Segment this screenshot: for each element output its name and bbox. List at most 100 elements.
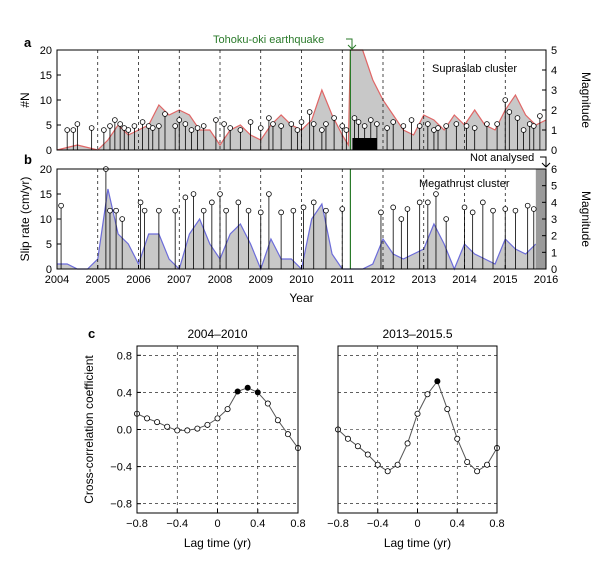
x-tick-label: 2004 [45, 274, 69, 286]
event-marker [227, 125, 233, 131]
event-marker [425, 199, 431, 206]
y2-tick-label: 4 [551, 65, 557, 77]
event-marker [461, 204, 468, 211]
event-marker [390, 119, 396, 125]
xcorr-point [444, 406, 451, 413]
x-tick-label: 0 [414, 518, 420, 530]
event-marker [530, 123, 537, 129]
event-marker [247, 119, 254, 125]
event-marker [141, 207, 148, 214]
xcorr-point [144, 415, 151, 422]
xcorr-point [454, 435, 461, 442]
y-tick-label: 15 [40, 70, 52, 82]
y2-tick-label: 3 [551, 214, 557, 226]
event-marker [223, 207, 229, 214]
y-tick-label: 0.4 [117, 387, 132, 399]
event-marker [190, 191, 197, 197]
event-marker [323, 121, 329, 127]
event-marker [433, 191, 439, 197]
xcorr-point [174, 427, 181, 434]
supraslab-panel: 0 5 10 15 20 0 1 2 3 4 5 #N Magnitude [18, 45, 593, 157]
event-marker [107, 123, 113, 129]
event-marker [278, 123, 284, 129]
event-marker [162, 111, 168, 117]
event-marker [484, 121, 490, 127]
not-analysed-region [535, 169, 546, 269]
panel-a-label: a [24, 35, 32, 50]
event-marker [266, 191, 272, 197]
earthquake-annotation: Tohoku-oki earthquake [213, 34, 324, 46]
xcorr-point [394, 461, 401, 468]
event-marker [257, 125, 264, 131]
xcorr-point [354, 443, 361, 450]
x-tick-label: −0.4 [166, 518, 188, 530]
event-marker [300, 204, 307, 211]
xcorr-point [484, 461, 491, 468]
event-marker [88, 125, 95, 131]
event-marker [139, 119, 146, 125]
x-tick-label: 2013 [412, 274, 436, 286]
xcorr-title: 2004–2010 [187, 327, 247, 341]
xcorr-point [344, 435, 351, 442]
y2-tick-label: 6 [551, 164, 557, 176]
event-marker [331, 115, 337, 121]
x-tick-label: 2006 [126, 274, 150, 286]
event-marker [390, 204, 396, 211]
event-marker [520, 127, 527, 133]
event-marker [435, 125, 441, 131]
x-tick-label: 0 [214, 518, 220, 530]
event-marker [70, 127, 77, 133]
event-marker [443, 216, 449, 222]
event-marker [384, 125, 390, 131]
x-tick-label: 2016 [534, 274, 558, 286]
xcorr-point [184, 427, 191, 434]
y-axis-title: Cross-correlation coefficient [82, 355, 96, 504]
y2-tick-label: 5 [551, 181, 557, 193]
xcorr-point [414, 410, 421, 417]
not-analysed-annotation: Not analysed [470, 152, 534, 164]
event-marker [172, 123, 178, 129]
event-marker [506, 109, 513, 115]
x-tick-label: −0.8 [327, 518, 349, 530]
event-marker [351, 115, 358, 121]
supraslab-count-line [56, 49, 547, 151]
event-marker [64, 127, 70, 133]
y2-tick-label: 0 [551, 264, 557, 276]
event-marker [306, 109, 313, 115]
event-marker [137, 199, 144, 206]
event-marker [355, 119, 362, 125]
event-marker [209, 199, 215, 206]
y-tick-label: 0 [46, 264, 52, 276]
event-marker [245, 207, 252, 214]
y-tick-label: 15 [40, 189, 52, 201]
x-tick-label: 2009 [249, 274, 273, 286]
x-axis-title: Lag time (yr) [184, 536, 251, 550]
event-marker [101, 127, 107, 133]
xcorr-point [204, 421, 211, 428]
y-tick-label: 0.0 [117, 425, 132, 437]
panel-b-label: b [24, 152, 32, 167]
event-marker [112, 117, 118, 123]
event-marker [361, 123, 368, 129]
event-marker [294, 127, 301, 133]
event-marker [490, 207, 496, 214]
xcorr-point [254, 389, 261, 396]
event-marker [213, 117, 219, 123]
y2-tick-label: 3 [551, 85, 557, 97]
event-marker [131, 123, 138, 129]
event-marker [298, 119, 305, 125]
xcorr-point [244, 384, 251, 391]
megathrust-panel: 0 5 10 15 20 0 1 2 3 4 5 6 2004 2005 2006 2007 2008 2009 2… [18, 164, 593, 305]
y-tick-label: 10 [40, 214, 52, 226]
xcorr-point [234, 388, 241, 395]
xcorr-point [474, 468, 481, 475]
event-marker [310, 199, 317, 206]
x-tick-label: 0.8 [489, 518, 504, 530]
y-tick-label: 0.8 [117, 350, 132, 362]
xcorr-point [384, 468, 391, 475]
xcorr-point [374, 461, 381, 468]
event-marker [117, 121, 123, 127]
x-tick-label: 2005 [86, 274, 110, 286]
event-marker [530, 206, 537, 212]
